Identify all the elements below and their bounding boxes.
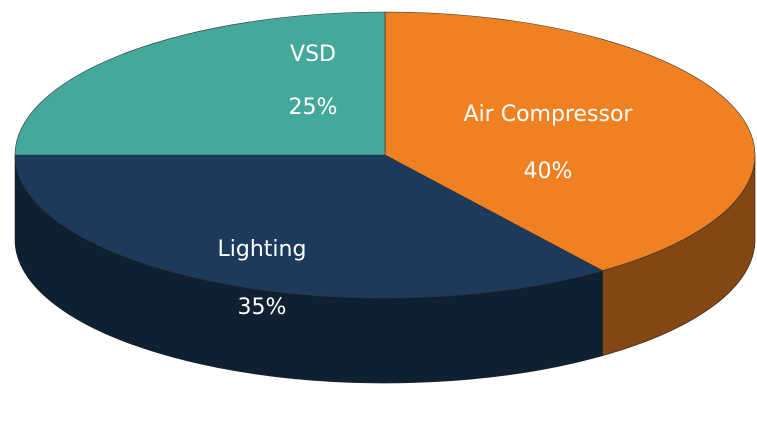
slice-label: Air Compressor bbox=[464, 102, 634, 127]
slice-value-label: 40% bbox=[524, 159, 573, 184]
slice-label: Lighting bbox=[218, 237, 307, 262]
pie-slice bbox=[14, 11, 386, 156]
pie-slice bbox=[384, 11, 756, 272]
slice-value-label: 35% bbox=[238, 295, 287, 320]
slice-value-label: 25% bbox=[289, 95, 338, 120]
slice-label: VSD bbox=[290, 42, 336, 67]
pie-slice bbox=[14, 154, 604, 299]
